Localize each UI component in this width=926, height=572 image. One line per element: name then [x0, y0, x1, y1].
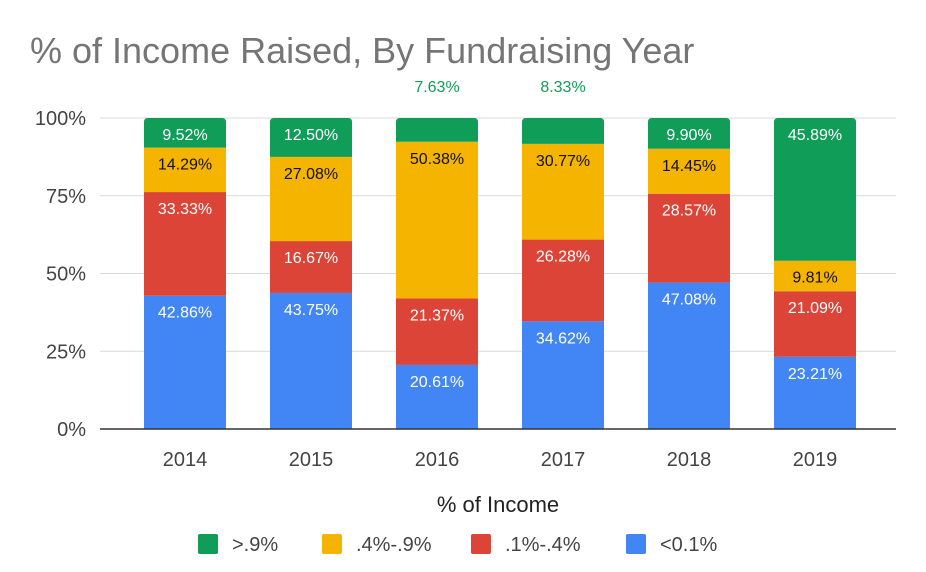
bar-group-2015: 43.75% 16.67% 27.08% 12.50% [270, 118, 352, 429]
y-tick-label: 75% [46, 186, 86, 208]
legend-label: <0.1% [660, 534, 717, 556]
legend-item: .1%-.4% [471, 534, 581, 556]
bar-segment [144, 192, 226, 296]
x-tick-label: 2014 [163, 449, 208, 471]
legend-item: <0.1% [626, 534, 717, 556]
bar-segment [522, 143, 604, 240]
data-label: 20.61% [410, 374, 464, 391]
data-label: 9.90% [666, 127, 711, 144]
data-label: 30.77% [536, 153, 590, 170]
data-label: 14.29% [158, 157, 212, 174]
data-label: 33.33% [158, 201, 212, 218]
bar-segment [144, 295, 226, 429]
bar-segment [648, 148, 730, 194]
x-tick-label: 2017 [541, 449, 586, 471]
bar-segment [396, 118, 478, 142]
bar-segment [522, 321, 604, 429]
data-label: 42.86% [158, 305, 212, 322]
bar-group-2017: 34.62% 26.28% 30.77% 8.33% [522, 79, 604, 429]
x-tick-label: 2016 [415, 449, 460, 471]
data-label: 9.52% [162, 127, 207, 144]
legend: >.9% .4%-.9% .1%-.4% <0.1% [198, 534, 717, 556]
data-label: 12.50% [284, 127, 338, 144]
legend-item: .4%-.9% [322, 534, 432, 556]
bar-segment [396, 364, 478, 429]
bar-segment [648, 282, 730, 429]
legend-label: .1%-.4% [505, 534, 581, 556]
bar-group-2016: 20.61% 21.37% 50.38% 7.63% [396, 79, 478, 429]
data-label: 34.62% [536, 330, 590, 347]
data-label: 16.67% [284, 250, 338, 267]
bar-group-2018: 47.08% 28.57% 14.45% 9.90% [648, 118, 730, 429]
y-axis-ticks: 0% 25% 50% 75% 100% [35, 108, 86, 441]
data-label: 27.08% [284, 166, 338, 183]
bar-segment [522, 118, 604, 144]
data-label: 9.81% [792, 270, 837, 287]
data-label: 23.21% [788, 366, 842, 383]
bar-segment [396, 298, 478, 365]
bars: 42.86% 33.33% 14.29% 9.52% 43.75% 16.67% 27.08… [144, 79, 856, 429]
data-label: 50.38% [410, 151, 464, 168]
legend-swatch [198, 534, 218, 554]
bar-segment [522, 239, 604, 322]
y-tick-label: 25% [46, 341, 86, 363]
gridlines [100, 117, 896, 352]
data-label: 7.63% [414, 79, 459, 96]
bar-segment [144, 147, 226, 193]
data-label: 43.75% [284, 302, 338, 319]
bar-group-2014: 42.86% 33.33% 14.29% 9.52% [144, 118, 226, 429]
bar-segment [144, 118, 226, 148]
bar-segment [270, 241, 352, 293]
y-tick-label: 0% [57, 419, 86, 441]
legend-swatch [626, 534, 646, 554]
x-axis-ticks: 2014 2015 2016 2017 2018 2019 [163, 449, 838, 471]
data-label: 21.37% [410, 307, 464, 324]
bar-segment [774, 291, 856, 357]
data-label: 8.33% [540, 79, 585, 96]
data-label: 26.28% [536, 249, 590, 266]
x-tick-label: 2019 [793, 449, 838, 471]
bar-segment [774, 356, 856, 429]
x-tick-label: 2015 [289, 449, 334, 471]
bar-segment [270, 156, 352, 242]
x-tick-label: 2018 [667, 449, 712, 471]
bar-group-2019: 23.21% 21.09% 9.81% 45.89% [774, 118, 856, 429]
legend-swatch [322, 534, 342, 554]
bar-segment [648, 193, 730, 283]
y-tick-label: 100% [35, 108, 86, 130]
data-label: 47.08% [662, 292, 716, 309]
bar-segment [648, 118, 730, 149]
bar-segment [774, 118, 856, 261]
data-label: 45.89% [788, 127, 842, 144]
chart-title: % of Income Raised, By Fundraising Year [30, 30, 695, 71]
data-label: 21.09% [788, 300, 842, 317]
data-label: 28.57% [662, 203, 716, 220]
y-tick-label: 50% [46, 264, 86, 286]
bar-segment [270, 292, 352, 429]
bar-segment [396, 141, 478, 299]
legend-title: % of Income [437, 492, 559, 517]
legend-swatch [471, 534, 491, 554]
legend-label: .4%-.9% [356, 534, 432, 556]
bar-segment [774, 260, 856, 292]
legend-item: >.9% [198, 534, 278, 556]
data-label: 14.45% [662, 158, 716, 175]
bar-segment [270, 118, 352, 157]
legend-label: >.9% [232, 534, 278, 556]
